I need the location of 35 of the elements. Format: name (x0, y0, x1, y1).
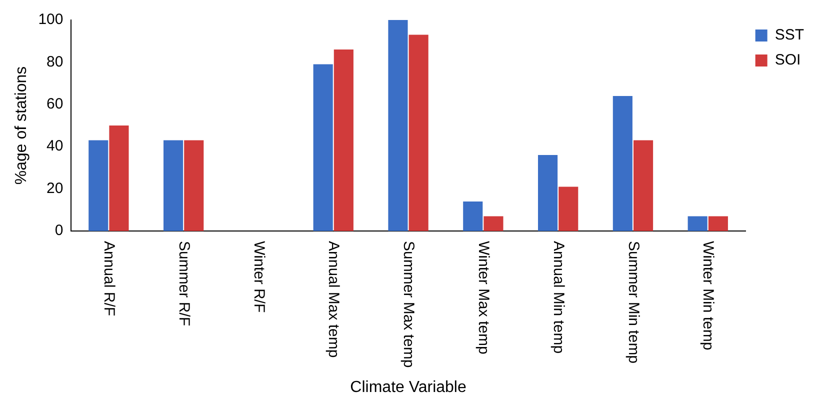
y-tick-label: 20 (46, 180, 64, 197)
x-tick-label: Winter Min temp (700, 241, 717, 350)
bar (463, 201, 483, 231)
y-tick-label: 60 (46, 96, 64, 113)
bar (408, 34, 428, 231)
x-tick-label: Annual Max temp (325, 241, 342, 358)
bar (484, 216, 504, 231)
bar (558, 186, 578, 231)
x-tick-label: Annual Min temp (550, 241, 567, 354)
x-tick-label: Annual R/F (100, 241, 118, 316)
legend-label: SOI (774, 52, 801, 69)
y-tick-label: 40 (46, 138, 64, 155)
bar (388, 20, 408, 231)
bar (633, 140, 654, 231)
bar (612, 96, 632, 231)
bar (163, 140, 184, 231)
x-tick-label: Summer R/F (175, 241, 192, 326)
bar (109, 126, 129, 231)
y-tick-label: 0 (54, 222, 64, 240)
x-tick-label: Winter Max temp (475, 241, 492, 354)
y-tick-label: 100 (38, 11, 64, 28)
bar (538, 155, 558, 231)
bar (334, 50, 354, 231)
x-axis-title: Climate Variable (350, 378, 466, 396)
bar (184, 140, 204, 231)
bar (708, 216, 728, 231)
bar (88, 140, 108, 231)
x-tick-label: Summer Min temp (624, 241, 642, 364)
legend-label: SST (774, 26, 804, 44)
bar (313, 64, 333, 231)
x-tick-label: Summer Max temp (400, 241, 418, 368)
bar (688, 216, 708, 231)
x-tick-label: Winter R/F (250, 241, 268, 313)
y-axis-title: %age of stations (13, 66, 30, 185)
y-tick-label: 80 (46, 53, 64, 70)
